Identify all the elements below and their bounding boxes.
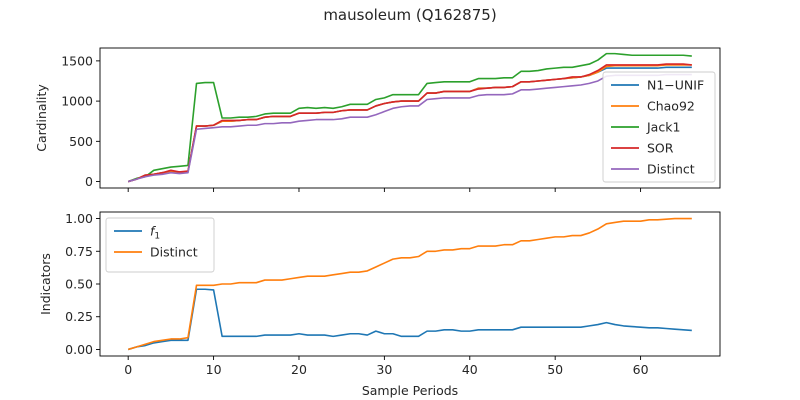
cardinality-panel: 0 500 1000 1500 Cardinality N1−UNIF Chao92 Jack… xyxy=(34,47,721,192)
legend-label: N1−UNIF xyxy=(647,78,704,93)
y-tick-label: 0.00 xyxy=(65,342,93,357)
legend: N1−UNIF Chao92 Jack1 SOR Distinct xyxy=(602,71,716,183)
indicators-panel: 0 10 20 30 40 50 60 0.00 0.25 0.50 0.75 1.00 Indicat… xyxy=(38,211,721,398)
legend-label: Distinct xyxy=(647,162,695,177)
legend-box xyxy=(602,71,716,183)
figure-title: mausoleum (Q162875) xyxy=(323,6,496,24)
y-axis-label: Indicators xyxy=(38,253,53,315)
y-tick-label: 0 xyxy=(85,174,93,189)
x-tick-label: 0 xyxy=(124,362,132,377)
legend-label: Chao92 xyxy=(647,99,695,114)
legend-label: Jack1 xyxy=(646,120,680,135)
legend-label: Distinct xyxy=(150,245,198,260)
axes-frame xyxy=(99,47,721,189)
x-axis-label: Sample Periods xyxy=(362,383,458,398)
y-tick-label: 1000 xyxy=(61,94,93,109)
x-tick-label: 30 xyxy=(376,362,392,377)
series-line-0-2 xyxy=(127,52,692,183)
x-tick-label: 20 xyxy=(291,362,307,377)
y-tick-label: 1.00 xyxy=(65,211,93,226)
legend-label: SOR xyxy=(647,141,674,156)
x-tick-label: 40 xyxy=(462,362,478,377)
y-tick-label: 0.50 xyxy=(65,277,93,292)
series-line-0-4 xyxy=(127,73,692,183)
y-tick-label: 0.75 xyxy=(65,244,93,259)
series-line-1-0 xyxy=(127,288,692,351)
series-line-0-3 xyxy=(127,63,692,183)
x-tick-label: 60 xyxy=(633,362,649,377)
series-line-1-1 xyxy=(127,217,692,351)
x-tick-label: 50 xyxy=(547,362,563,377)
y-tick-label: 0.25 xyxy=(65,309,93,324)
x-tick-label: 10 xyxy=(206,362,222,377)
legend: f1 Distinct xyxy=(105,217,215,273)
y-tick-label: 500 xyxy=(69,134,93,149)
legend-label: f1 xyxy=(150,224,160,242)
y-tick-label: 1500 xyxy=(61,53,93,68)
y-axis-label: Cardinality xyxy=(34,84,49,152)
